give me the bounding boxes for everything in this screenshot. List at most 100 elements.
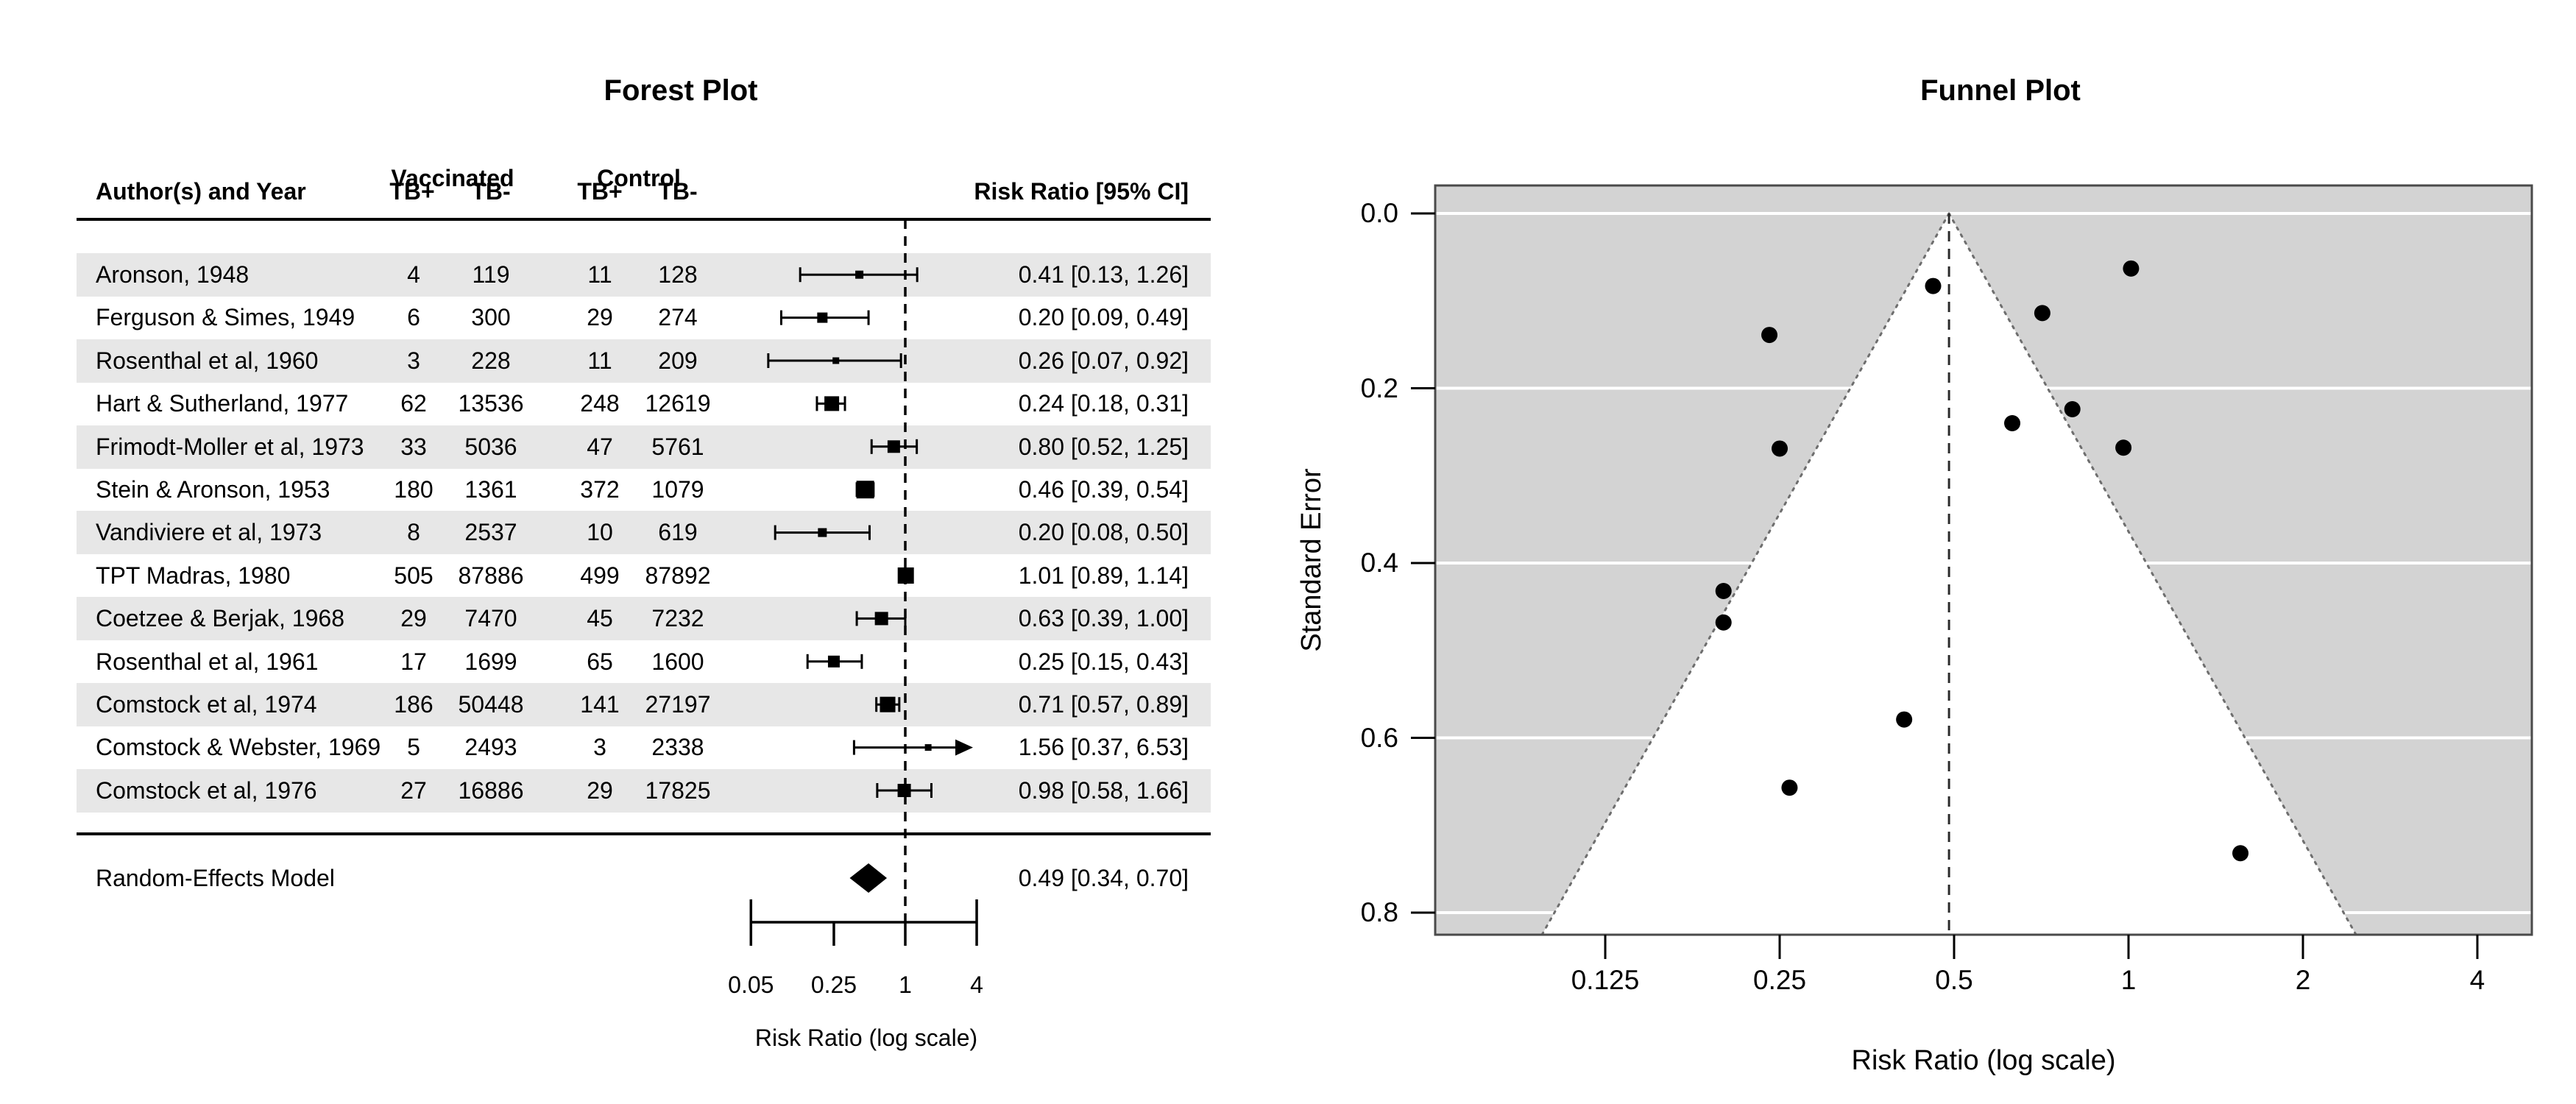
study-point-square [924,744,932,751]
table-row: Ferguson & Simes, 1949 6 300 29 274 0.20… [77,296,1211,339]
funnel-study-point [1772,440,1788,457]
study-name: TPT Madras, 1980 [96,562,291,589]
control-tb-pos-value: 141 [580,691,620,718]
study-name: Coetzee & Berjak, 1968 [96,605,344,632]
control-tb-pos-value: 248 [580,390,620,417]
table-row: Aronson, 1948 4 119 11 128 0.41 [0.13, 1… [77,253,1211,297]
vaccinated-tb-neg-value: 119 [472,261,510,288]
risk-ratio-ci-value: 0.41 [0.13, 1.26] [1018,261,1189,288]
study-point-square [818,528,827,537]
control-tb-pos-value: 29 [587,776,613,804]
control-tb-pos-value: 372 [580,476,620,503]
risk-ratio-ci-value: 0.63 [0.39, 1.00] [1018,605,1189,632]
control-tb-pos-value: 47 [587,433,613,460]
risk-ratio-ci-value: 0.98 [0.58, 1.66] [1018,776,1189,804]
vaccinated-tb-pos-value: 27 [400,776,427,804]
risk-ratio-ci-value: 0.20 [0.08, 0.50] [1018,519,1189,546]
study-name: Rosenthal et al, 1961 [96,648,319,675]
table-row: Comstock et al, 1976 27 16886 29 17825 0… [77,768,1211,813]
risk-ratio-ci-value: 1.01 [0.89, 1.14] [1018,562,1189,589]
funnel-ci-edge-left [1540,212,1950,936]
funnel-study-point [1925,277,1942,294]
control-tb-neg-value: 17825 [645,776,711,804]
risk-ratio-ci-value: 0.20 [0.09, 0.49] [1018,304,1189,331]
vaccinated-tb-neg-value: 87886 [458,562,524,589]
table-row: Frimodt-Moller et al, 1973 33 5036 47 57… [77,425,1211,469]
vaccinated-tb-neg-value: 50448 [458,691,524,718]
vaccinated-tb-neg-value: 5036 [464,433,517,460]
study-name: Vandiviere et al, 1973 [96,519,322,546]
control-tb-pos-value: 65 [587,648,613,675]
study-point-square [856,481,874,499]
study-point-square [887,440,900,453]
funnel-study-point [1715,614,1732,631]
vaccinated-tb-pos-value: 6 [407,304,420,331]
vaccinated-tb-pos-value: 29 [400,605,427,632]
control-tb-pos-value: 3 [593,734,606,761]
control-tb-neg-value: 27197 [645,691,711,718]
vaccinated-tb-neg-value: 2493 [464,734,517,761]
control-tb-neg-value: 12619 [645,390,711,417]
vaccinated-tb-neg-value: 228 [471,347,511,374]
vaccinated-tb-pos-value: 3 [407,347,420,374]
study-point-square [880,696,896,712]
study-name: Hart & Sutherland, 1977 [96,390,349,417]
table-row: Rosenthal et al, 1960 3 228 11 209 0.26 … [77,339,1211,383]
risk-ratio-ci-value: 0.46 [0.39, 0.54] [1018,476,1189,503]
control-tb-pos-value: 499 [580,562,620,589]
risk-ratio-ci-value: 0.80 [0.52, 1.25] [1018,433,1189,460]
vaccinated-tb-neg-value: 300 [471,304,511,331]
study-name: Frimodt-Moller et al, 1973 [96,433,364,460]
vaccinated-tb-pos-value: 4 [407,261,420,288]
summary-diamond [849,863,888,893]
funnel-study-point [2123,260,2140,277]
funnel-study-point [2004,415,2021,431]
vaccinated-tb-pos-value: 505 [394,562,434,589]
vaccinated-tb-neg-value: 16886 [458,776,524,804]
control-tb-pos-value: 11 [587,347,612,374]
funnel-study-point [2034,305,2050,322]
control-tb-pos-value: 29 [587,304,613,331]
study-point-square [874,612,888,626]
control-tb-neg-value: 2338 [651,734,704,761]
table-row: Hart & Sutherland, 1977 62 13536 248 126… [77,382,1211,425]
control-tb-neg-value: 5761 [651,433,704,460]
vaccinated-tb-neg-value: 1699 [464,648,517,675]
control-tb-neg-value: 619 [658,519,698,546]
risk-ratio-ci-value: 1.56 [0.37, 6.53] [1018,734,1189,761]
risk-ratio-ci-value: 0.25 [0.15, 0.43] [1018,648,1189,675]
ci-arrow-right [955,739,973,756]
vaccinated-tb-neg-value: 2537 [464,519,517,546]
vaccinated-tb-pos-value: 186 [394,691,434,718]
vaccinated-tb-neg-value: 13536 [458,390,524,417]
table-row: Stein & Aronson, 1953 180 1361 372 1079 … [77,468,1211,512]
funnel-study-point [1781,779,1798,796]
table-row: Comstock & Webster, 1969 5 2493 3 2338 1… [77,726,1211,769]
funnel-plot-border [1434,184,2533,936]
table-row: TPT Madras, 1980 505 87886 499 87892 1.0… [77,554,1211,598]
funnel-ci-edge-right [1947,212,2357,936]
vaccinated-tb-neg-value: 7470 [464,605,517,632]
funnel-study-point [2232,845,2249,862]
study-name: Comstock & Webster, 1969 [96,734,381,761]
vaccinated-tb-pos-value: 5 [407,734,420,761]
control-tb-pos-value: 45 [587,605,613,632]
table-row: Coetzee & Berjak, 1968 29 7470 45 7232 0… [77,597,1211,641]
funnel-study-point [2115,439,2132,456]
table-row: Comstock et al, 1974 186 50448 141 27197… [77,683,1211,726]
risk-ratio-ci-value: 0.71 [0.57, 0.89] [1018,691,1189,718]
study-point-square [897,567,914,584]
control-tb-pos-value: 10 [587,519,613,546]
control-tb-neg-value: 209 [658,347,698,374]
study-point-square [824,396,840,411]
vaccinated-tb-pos-value: 33 [400,433,427,460]
study-name: Ferguson & Simes, 1949 [96,304,355,331]
study-name: Comstock et al, 1976 [96,776,317,804]
funnel-study-point [1896,711,1913,728]
study-name: Aronson, 1948 [96,261,250,288]
study-point-square [817,312,828,323]
vaccinated-tb-neg-value: 1361 [464,476,517,503]
